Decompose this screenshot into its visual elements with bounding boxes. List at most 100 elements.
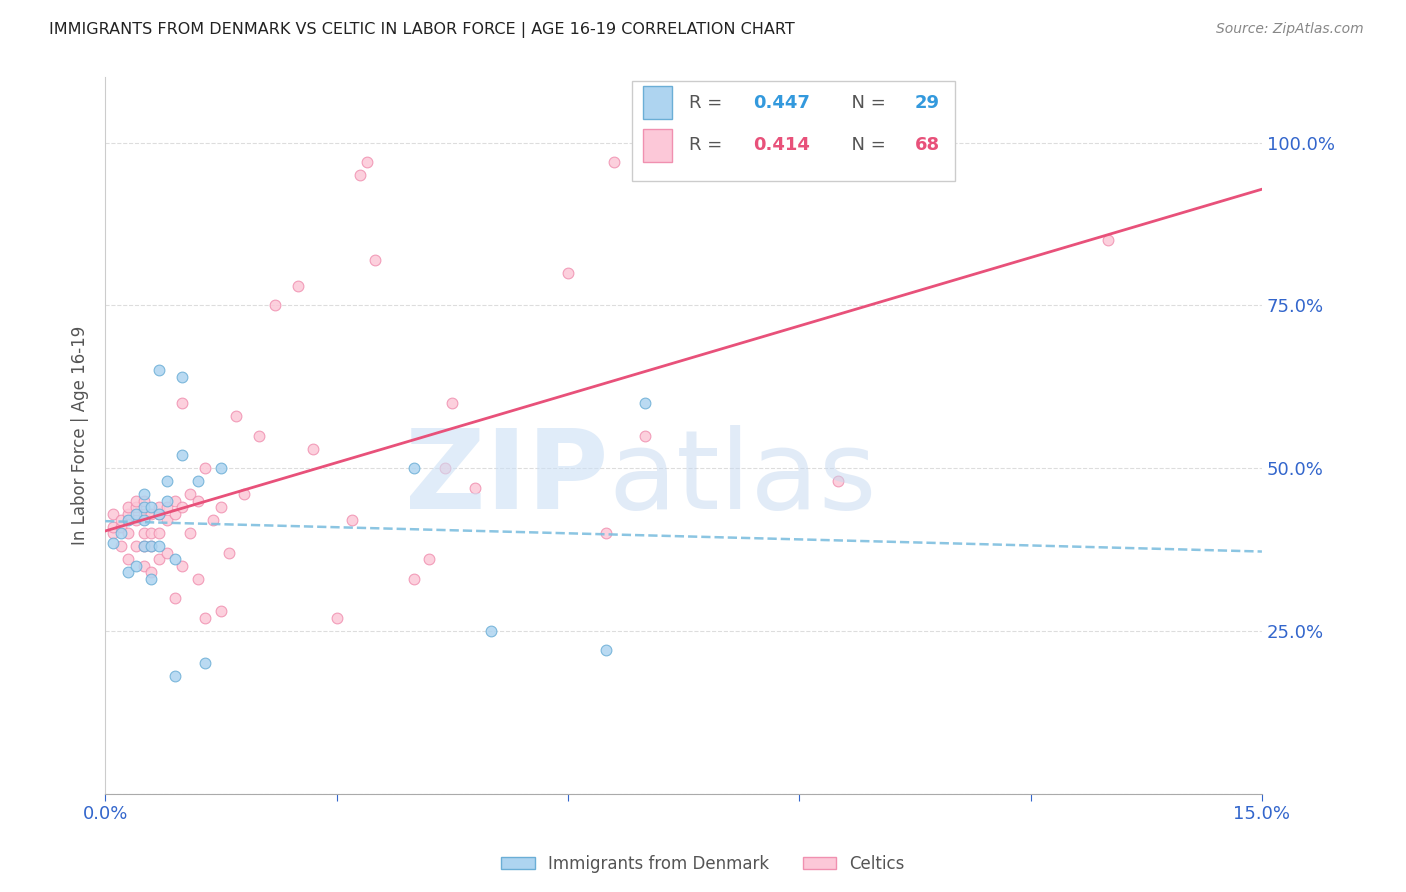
Point: [172, 370, 194, 384]
Point: [595, 526, 617, 541]
Text: atlas: atlas: [609, 425, 877, 532]
Point: [132, 539, 155, 553]
Point: [148, 507, 170, 521]
Point: [179, 526, 201, 541]
Text: Source: ZipAtlas.com: Source: ZipAtlas.com: [1216, 22, 1364, 37]
Point: [110, 526, 132, 541]
Legend: Immigrants from Denmark, Celtics: Immigrants from Denmark, Celtics: [495, 848, 911, 880]
Point: [163, 552, 186, 566]
Point: [101, 507, 124, 521]
FancyBboxPatch shape: [643, 129, 672, 161]
Point: [287, 278, 309, 293]
Point: [156, 546, 179, 560]
Point: [479, 624, 502, 638]
Point: [356, 155, 378, 169]
Point: [117, 526, 139, 541]
Point: [172, 448, 194, 462]
Point: [117, 566, 139, 580]
Point: [110, 539, 132, 553]
Point: [249, 428, 271, 442]
Point: [148, 552, 170, 566]
Point: [125, 500, 148, 515]
Point: [1097, 233, 1119, 247]
Point: [233, 487, 256, 501]
Point: [141, 500, 163, 515]
Point: [172, 500, 194, 515]
Point: [595, 643, 617, 657]
Point: [156, 500, 179, 515]
Point: [141, 539, 163, 553]
Point: [325, 611, 347, 625]
Point: [402, 461, 425, 475]
Point: [132, 526, 155, 541]
Point: [156, 493, 179, 508]
Point: [132, 507, 155, 521]
Point: [125, 539, 148, 553]
Text: 29: 29: [915, 94, 939, 112]
Point: [101, 519, 124, 533]
Point: [148, 526, 170, 541]
Point: [302, 442, 325, 456]
Point: [634, 428, 657, 442]
Point: [117, 500, 139, 515]
Point: [172, 396, 194, 410]
Point: [557, 266, 579, 280]
Text: N =: N =: [839, 94, 891, 112]
FancyBboxPatch shape: [643, 87, 672, 119]
Point: [148, 507, 170, 521]
Point: [209, 461, 232, 475]
Point: [202, 513, 225, 527]
Point: [340, 513, 363, 527]
Point: [125, 558, 148, 573]
Point: [218, 546, 240, 560]
Point: [101, 536, 124, 550]
Y-axis label: In Labor Force | Age 16-19: In Labor Force | Age 16-19: [72, 326, 89, 545]
Point: [117, 513, 139, 527]
Point: [132, 500, 155, 515]
Point: [464, 481, 486, 495]
Point: [634, 396, 657, 410]
Point: [117, 507, 139, 521]
Point: [148, 500, 170, 515]
Point: [110, 519, 132, 533]
Point: [141, 526, 163, 541]
Point: [132, 539, 155, 553]
Point: [132, 558, 155, 573]
Point: [402, 572, 425, 586]
Point: [418, 552, 440, 566]
Point: [209, 604, 232, 618]
Point: [101, 526, 124, 541]
Point: [194, 611, 217, 625]
Point: [148, 363, 170, 377]
Point: [603, 155, 626, 169]
Text: N =: N =: [839, 136, 891, 154]
Point: [225, 409, 247, 423]
Point: [194, 461, 217, 475]
Point: [110, 513, 132, 527]
Point: [194, 657, 217, 671]
Point: [148, 539, 170, 553]
Text: 68: 68: [915, 136, 941, 154]
Point: [187, 474, 209, 488]
Point: [141, 507, 163, 521]
Point: [117, 552, 139, 566]
Point: [125, 507, 148, 521]
Point: [141, 566, 163, 580]
Text: 0.414: 0.414: [754, 136, 810, 154]
Point: [132, 493, 155, 508]
Point: [172, 558, 194, 573]
Text: IMMIGRANTS FROM DENMARK VS CELTIC IN LABOR FORCE | AGE 16-19 CORRELATION CHART: IMMIGRANTS FROM DENMARK VS CELTIC IN LAB…: [49, 22, 794, 38]
Point: [187, 572, 209, 586]
Point: [349, 168, 371, 182]
Text: R =: R =: [689, 94, 728, 112]
Point: [132, 513, 155, 527]
Point: [209, 500, 232, 515]
Point: [163, 591, 186, 606]
Text: 0.447: 0.447: [754, 94, 810, 112]
Point: [433, 461, 456, 475]
Text: ZIP: ZIP: [405, 425, 609, 532]
Point: [141, 539, 163, 553]
Point: [163, 669, 186, 683]
Point: [132, 487, 155, 501]
Point: [263, 298, 285, 312]
